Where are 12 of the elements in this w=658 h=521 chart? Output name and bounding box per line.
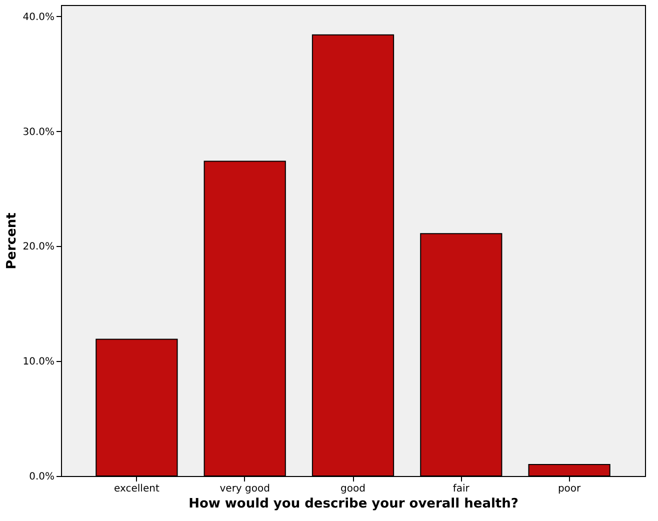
- x-tick-label: fair: [452, 484, 470, 494]
- x-tick-label: excellent: [114, 484, 160, 494]
- y-tick-label: 10.0%: [22, 356, 54, 368]
- x-tick-label: poor: [558, 484, 582, 494]
- x-axis-title: How would you describe your overall health?: [188, 496, 518, 512]
- y-tick-label: 20.0%: [22, 242, 54, 253]
- y-tick-label: 30.0%: [22, 126, 54, 138]
- x-tick-label: good: [340, 484, 366, 494]
- y-axis-title: Percent: [4, 212, 20, 270]
- x-tick-label: very good: [220, 484, 270, 494]
- y-tick-label: 0.0%: [29, 472, 54, 482]
- y-tick-label: 40.0%: [22, 12, 54, 23]
